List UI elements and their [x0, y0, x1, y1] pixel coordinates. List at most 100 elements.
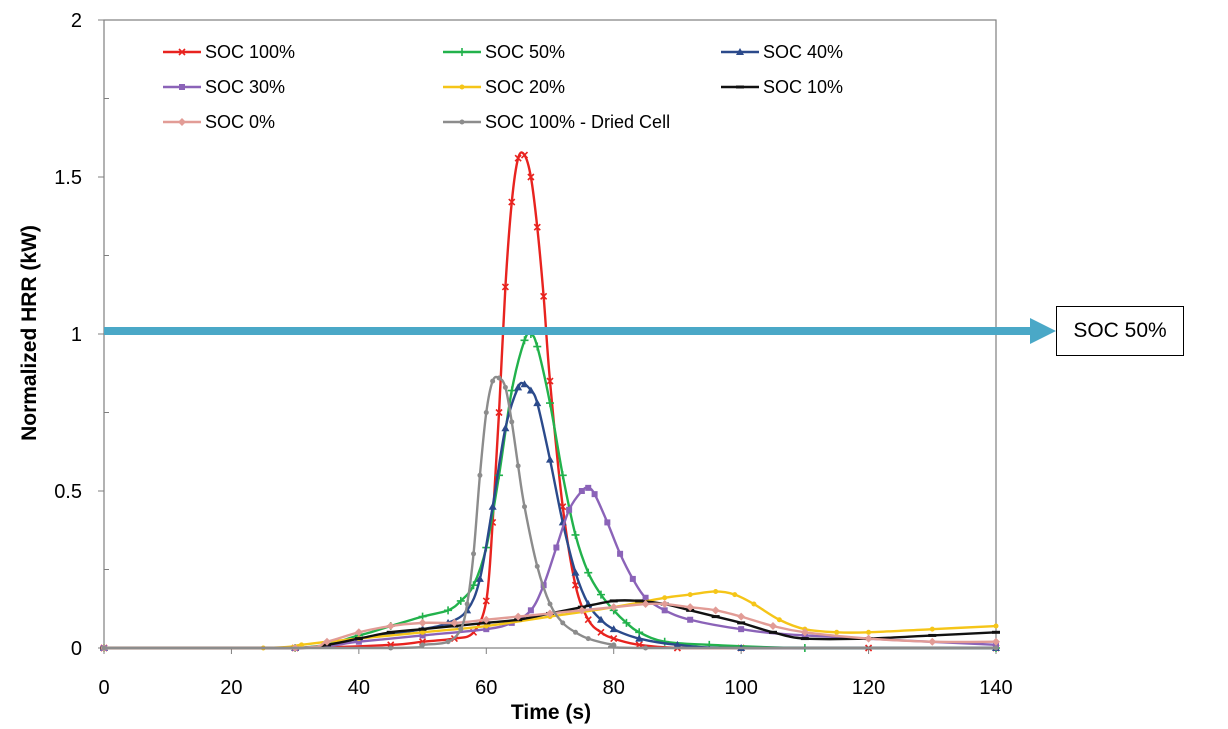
legend-label: SOC 10% [763, 77, 843, 97]
data-point [993, 623, 999, 629]
data-point [641, 600, 650, 609]
data-point [751, 601, 757, 607]
legend-swatch-marker [458, 48, 466, 56]
data-point [527, 607, 534, 614]
data-point [800, 637, 809, 641]
data-point [571, 581, 580, 589]
data-point [520, 151, 529, 159]
data-point [642, 594, 649, 601]
data-point [578, 488, 585, 494]
data-point [458, 626, 464, 632]
data-point [604, 519, 611, 526]
data-point [591, 491, 598, 498]
data-point [643, 645, 649, 651]
data-point [834, 629, 840, 635]
data-point [571, 568, 580, 576]
legend-label: SOC 40% [763, 42, 843, 62]
data-point [737, 612, 746, 621]
legend-item: SOC 50% [443, 42, 565, 62]
data-point [444, 606, 453, 615]
data-point [483, 623, 489, 629]
legend-item: SOC 100% [163, 42, 295, 62]
data-point [522, 504, 528, 510]
series-line [104, 375, 996, 650]
data-point [546, 399, 554, 408]
data-point [546, 609, 554, 618]
data-point [420, 629, 426, 635]
y-tick-label: 1 [71, 324, 82, 346]
series-soc-20- [101, 588, 999, 651]
data-point [635, 634, 644, 642]
data-point [388, 645, 394, 651]
legend-item: SOC 100% - Dried Cell [443, 112, 670, 132]
data-point [445, 639, 451, 645]
data-point [566, 506, 573, 513]
series-soc-0- [100, 600, 1000, 652]
data-point [495, 408, 503, 417]
y-tick-label: 2 [71, 10, 82, 32]
legend-swatch-marker [178, 48, 186, 56]
data-point [540, 292, 548, 300]
data-point [533, 223, 541, 231]
x-axis-title: Time (s) [511, 701, 591, 724]
data-point [609, 599, 618, 603]
data-point [687, 616, 694, 623]
legend-label: SOC 100% - Dried Cell [485, 112, 670, 132]
data-point [737, 621, 746, 625]
data-point [992, 637, 1000, 646]
data-point [673, 640, 682, 648]
legend-label: SOC 0% [205, 112, 275, 132]
legend-label: SOC 30% [205, 77, 285, 97]
data-point [660, 600, 669, 609]
data-point [584, 616, 592, 624]
data-point [354, 628, 363, 637]
data-point [546, 455, 554, 463]
data-point [572, 629, 578, 635]
x-tick-label: 0 [98, 677, 109, 699]
data-point [419, 632, 426, 639]
legend-item: SOC 20% [443, 77, 565, 97]
data-point [509, 419, 515, 425]
data-point [738, 626, 745, 633]
legend-label: SOC 100% [205, 42, 295, 62]
series-line [104, 381, 996, 650]
data-point [686, 603, 695, 612]
legend-item: SOC 0% [163, 112, 275, 132]
data-point [464, 601, 470, 607]
data-point [501, 424, 510, 432]
data-point [496, 375, 502, 381]
data-point [776, 617, 782, 623]
data-point [928, 633, 937, 637]
data-point [533, 399, 542, 407]
data-point [596, 590, 605, 599]
data-point [732, 592, 738, 598]
x-tick-label: 140 [979, 677, 1012, 699]
data-point [993, 645, 999, 651]
legend-swatch-marker [736, 48, 744, 55]
legend-item: SOC 30% [163, 77, 285, 97]
data-point [558, 471, 567, 480]
data-point [418, 627, 427, 631]
legend-swatch-marker [179, 84, 185, 90]
data-point [355, 638, 362, 645]
data-point [929, 626, 935, 632]
data-point [534, 563, 540, 569]
data-point [450, 618, 459, 627]
data-point [475, 574, 484, 582]
data-point [560, 620, 566, 626]
data-point [622, 618, 631, 627]
data-point [992, 630, 1000, 634]
y-axis-title: Normalized HRR (kW) [18, 225, 41, 441]
y-tick-label: 0 [71, 638, 82, 660]
y-tick-label: 1.5 [54, 167, 82, 189]
annotation-arrow-head [1030, 318, 1056, 344]
data-point [617, 550, 624, 557]
data-point [864, 634, 873, 643]
data-point [101, 645, 107, 651]
x-tick-label: 120 [852, 677, 885, 699]
data-point [610, 635, 618, 643]
y-tick-label: 0.5 [54, 481, 82, 503]
legend-item: SOC 40% [721, 42, 843, 62]
data-point [661, 607, 668, 614]
x-tick-label: 60 [475, 677, 497, 699]
